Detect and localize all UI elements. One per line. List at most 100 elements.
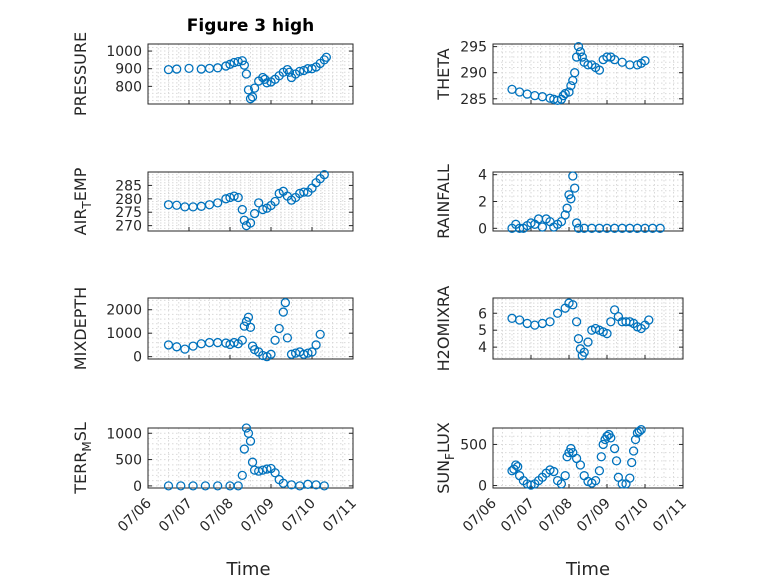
y-tick-label: 2000 (106, 303, 142, 319)
y-tick-label: 4 (478, 340, 487, 356)
data-point-sun_flux (549, 466, 559, 477)
data-point-theta (594, 65, 605, 75)
y-axis-label: MIXDEPTH (71, 287, 90, 370)
data-point-terr_msl (233, 481, 243, 491)
data-point-pressure (282, 64, 293, 75)
y-tick-label: 900 (115, 62, 142, 78)
y-tick-label: 280 (115, 192, 142, 208)
data-point-terr_msl (319, 481, 329, 491)
data-point-pressure (243, 85, 254, 95)
y-tick-label: 0 (133, 350, 142, 366)
data-point-rainfall (556, 216, 567, 227)
data-point-pressure (225, 59, 235, 69)
data-point-air_temp (254, 198, 264, 208)
data-point-air_temp (213, 198, 223, 208)
data-point-pressure (239, 60, 250, 70)
data-point-pressure (221, 61, 231, 71)
data-point-theta (566, 81, 576, 91)
y-tick-label: 500 (460, 437, 487, 453)
y-axis-label: RAINFALL (434, 164, 453, 239)
data-point-air_temp (249, 208, 260, 219)
data-point-air_temp (221, 194, 231, 204)
data-point-h2omixra (573, 334, 584, 344)
data-point-terr_msl (213, 481, 223, 491)
x-tick-label: 07/10 (279, 496, 319, 536)
axes-frame (147, 43, 354, 105)
data-point-air_temp (299, 187, 309, 197)
data-point-pressure (307, 64, 317, 74)
data-point-mixdepth (196, 339, 206, 349)
data-point-pressure (249, 83, 260, 93)
subplot-theta: 285 290 295 THETA (434, 40, 684, 108)
data-point-air_temp (319, 170, 329, 180)
data-point-terr_msl (176, 481, 186, 491)
data-point-pressure (319, 55, 329, 65)
data-point-h2omixra (579, 347, 589, 357)
data-point-sun_flux (611, 456, 622, 466)
x-tick-label: 07/08 (536, 496, 576, 536)
y-axis-label: PRESSURE (71, 32, 90, 116)
data-point-theta (530, 91, 540, 101)
y-tick-label: 295 (460, 40, 487, 56)
data-point-h2omixra (644, 315, 654, 325)
data-point-sun_flux (511, 460, 521, 470)
subplot-h2omixra: 456 H2OMIXRA (434, 286, 684, 371)
data-point-h2omixra (530, 320, 540, 330)
data-point-terr_msl (303, 479, 313, 489)
data-point-sun_flux (617, 479, 627, 489)
data-point-theta (575, 47, 586, 57)
x-tick-label: 07/06 (115, 495, 155, 535)
data-point-air_temp (237, 204, 247, 215)
data-point-mixdepth (172, 342, 182, 352)
data-point-pressure (247, 92, 258, 102)
data-point-mixdepth (299, 349, 309, 359)
data-point-mixdepth (180, 344, 190, 354)
data-point-rainfall (560, 210, 570, 220)
subplot-rainfall: 0 2 4 RAINFALL (434, 164, 684, 239)
x-tick-label: 07/09 (238, 496, 278, 536)
data-point-rainfall (568, 171, 578, 181)
data-point-pressure (262, 78, 272, 88)
data-point-pressure (172, 64, 182, 74)
data-point-terr_msl (241, 423, 252, 433)
data-point-mixdepth (229, 337, 239, 348)
data-point-mixdepth (315, 329, 325, 340)
data-point-sun_flux (575, 460, 586, 470)
data-point-mixdepth (237, 335, 247, 345)
data-point-sun_flux (634, 426, 644, 436)
x-tick-label: 07/11 (320, 496, 360, 536)
data-point-sun_flux (596, 452, 606, 462)
y-axis-label: AIRTEMP (71, 167, 94, 235)
data-point-theta (552, 95, 563, 105)
x-tick-label: 07/07 (156, 496, 196, 536)
data-point-terr_msl (163, 481, 174, 491)
y-tick-label: 285 (460, 92, 487, 108)
data-point-theta (577, 52, 587, 62)
data-point-sun_flux (560, 471, 570, 481)
data-point-sun_flux (630, 434, 641, 445)
data-point-h2omixra (545, 317, 555, 327)
data-point-sun_flux (556, 479, 567, 489)
data-point-air_temp (172, 200, 182, 210)
data-point-mixdepth (311, 340, 321, 350)
data-point-h2omixra (571, 317, 582, 327)
data-point-mixdepth (239, 321, 250, 331)
x-tick-label: 07/11 (650, 496, 690, 536)
data-point-mixdepth (303, 348, 313, 358)
data-point-air_temp (270, 196, 280, 207)
data-point-rainfall (573, 223, 584, 233)
subplot-sun_flux: 0 500SUNFLUX07/0607/0707/0807/0907/1007/1… (434, 422, 690, 580)
y-tick-label: 1000 (106, 426, 142, 442)
y-tick-label: 800 (115, 79, 142, 95)
x-tick-label: 07/07 (498, 496, 538, 536)
data-point-mixdepth (282, 333, 293, 343)
data-point-sun_flux (594, 466, 605, 476)
y-tick-label: 4 (478, 168, 487, 184)
data-point-mixdepth (278, 307, 288, 317)
data-point-sun_flux (579, 471, 589, 481)
y-axis-label: TERRMSL (71, 422, 94, 495)
x-tick-label: 07/10 (612, 496, 652, 536)
